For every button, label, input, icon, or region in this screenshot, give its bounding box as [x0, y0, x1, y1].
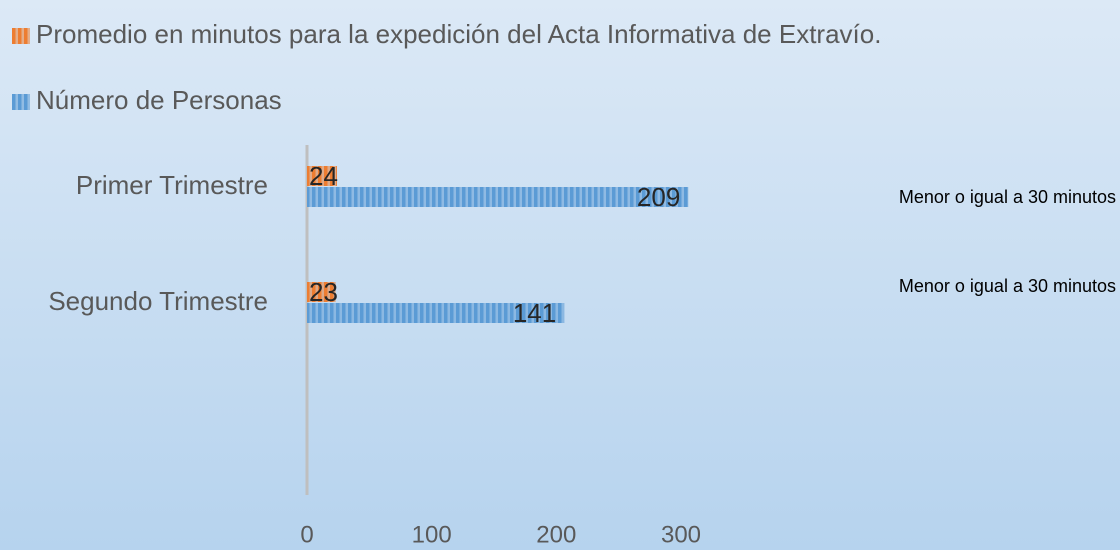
annotation: Menor o igual a 30 minutos — [899, 276, 1116, 296]
data-label: 209 — [637, 182, 680, 212]
x-tick-label: 300 — [661, 521, 701, 548]
data-label: 24 — [309, 161, 338, 191]
legend-swatch — [12, 94, 30, 110]
bar — [307, 303, 565, 323]
bar — [307, 166, 337, 186]
data-label: 23 — [309, 277, 338, 307]
category-label: Segundo Trimestre — [48, 286, 268, 316]
annotation: Menor o igual a 30 minutos — [899, 187, 1116, 207]
x-tick-label: 0 — [300, 521, 313, 548]
bar — [307, 282, 336, 302]
legend-label: Promedio en minutos para la expedición d… — [36, 19, 881, 49]
x-tick-label: 200 — [536, 521, 576, 548]
category-label: Primer Trimestre — [76, 170, 268, 200]
legend-label: Número de Personas — [36, 85, 282, 115]
x-tick-label: 100 — [412, 521, 452, 548]
data-label: 141 — [513, 298, 556, 328]
legend-swatch — [12, 28, 30, 44]
bar — [307, 187, 689, 207]
